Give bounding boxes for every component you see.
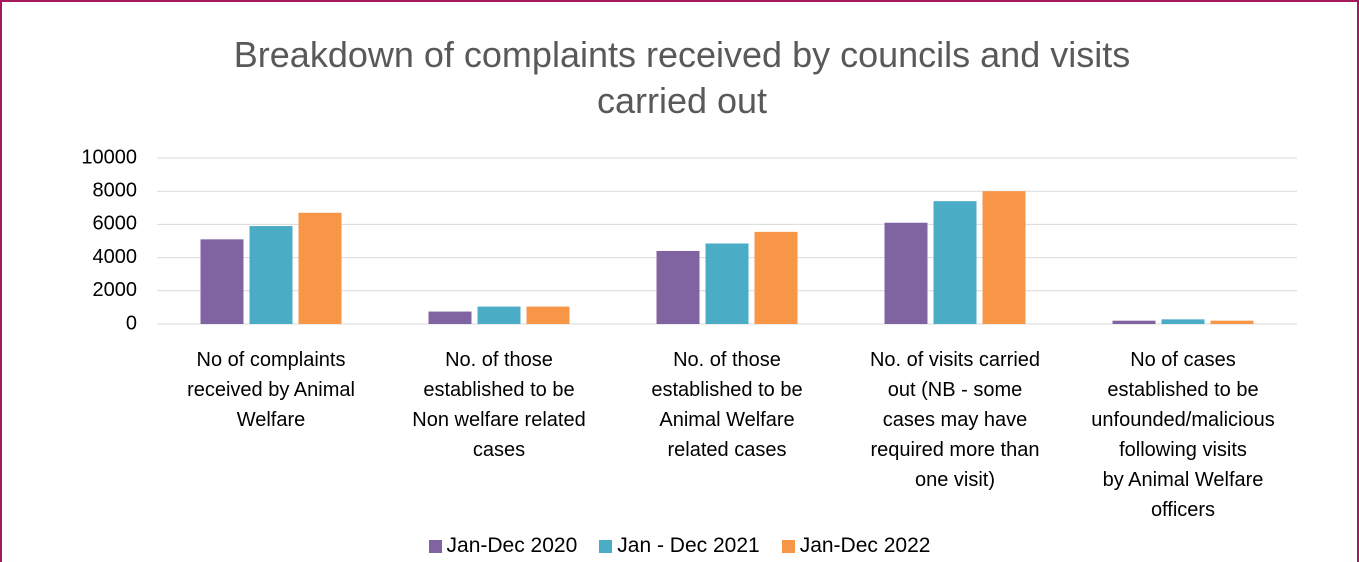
- legend-item: Jan-Dec 2020: [428, 534, 578, 558]
- legend-item: Jan-Dec 2022: [781, 534, 931, 558]
- bar: [249, 226, 293, 324]
- legend-label: Jan-Dec 2020: [446, 534, 578, 557]
- bar: [656, 250, 700, 324]
- y-tick-label: 4000: [93, 246, 138, 268]
- bar: [982, 191, 1026, 324]
- bar: [754, 231, 798, 324]
- legend: Jan-Dec 2020 Jan - Dec 2021 Jan-Dec 2022: [2, 534, 1357, 558]
- bar: [200, 239, 244, 324]
- legend-label: Jan-Dec 2022: [799, 534, 931, 557]
- y-tick-label: 10000: [81, 146, 137, 168]
- x-tick-label: No of cases established to be unfounded/…: [1091, 349, 1275, 521]
- y-tick-label: 8000: [93, 179, 138, 201]
- bar: [1210, 320, 1254, 324]
- y-tick-label: 2000: [93, 279, 138, 301]
- x-tick-label: No. of those established to be Non welfa…: [412, 349, 586, 461]
- y-tick-label: 0: [126, 312, 137, 334]
- legend-swatch: [428, 539, 442, 553]
- bar: [526, 306, 570, 324]
- bar: [705, 243, 749, 324]
- x-tick-label: No. of visits carried out (NB - some cas…: [869, 349, 1041, 491]
- legend-item: Jan - Dec 2021: [599, 534, 760, 558]
- chart-title: Breakdown of complaints received by coun…: [233, 34, 1131, 121]
- bar: [1161, 319, 1205, 324]
- bar: [428, 311, 472, 324]
- bar: [1112, 320, 1156, 324]
- x-tick-label: No of complaints received by Animal Welf…: [187, 349, 355, 431]
- bar: [884, 222, 928, 324]
- x-tick-label: No. of those established to be Animal We…: [651, 349, 803, 461]
- legend-swatch: [781, 539, 795, 553]
- y-tick-label: 6000: [93, 213, 138, 235]
- legend-swatch: [599, 539, 613, 553]
- legend-label: Jan - Dec 2021: [617, 534, 760, 557]
- bar: [298, 212, 342, 324]
- bar: [477, 306, 521, 324]
- bar: [933, 201, 977, 324]
